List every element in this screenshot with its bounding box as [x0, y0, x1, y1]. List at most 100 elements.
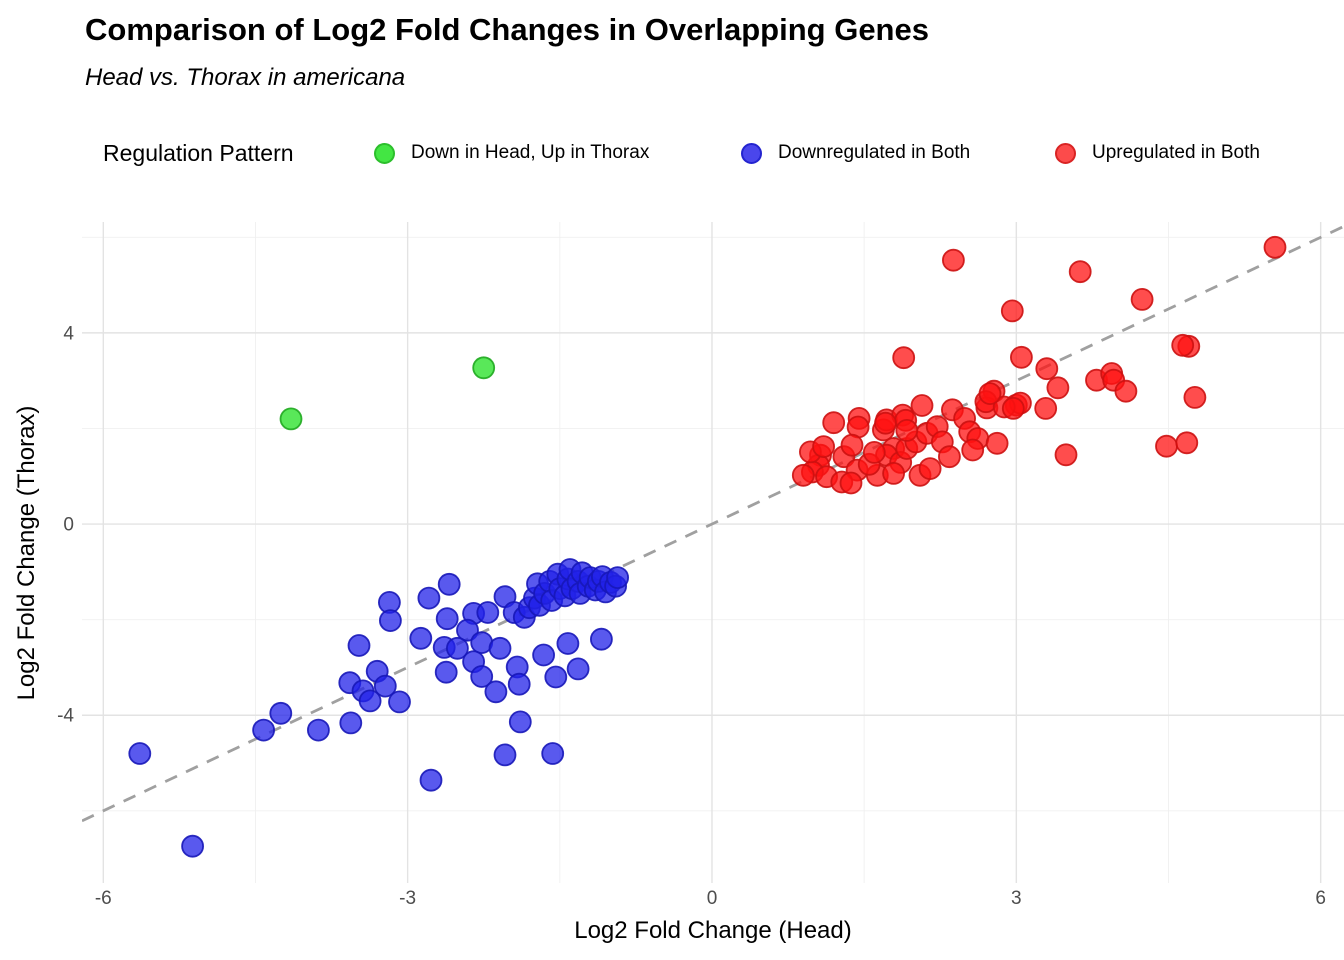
x-tick-label: -3 — [399, 888, 416, 909]
page-title: Comparison of Log2 Fold Changes in Overl… — [85, 12, 929, 47]
data-point — [1034, 396, 1058, 420]
page-subtitle: Head vs. Thorax in americana — [85, 64, 406, 91]
data-point — [892, 346, 916, 370]
legend-item-label: Downregulated in Both — [778, 142, 971, 163]
blue-dot-icon — [741, 142, 762, 164]
data-point — [839, 471, 863, 495]
data-point — [1183, 385, 1207, 409]
data-point — [556, 632, 580, 655]
series-upregulated-in-both — [791, 235, 1287, 495]
series-down-in-head-up-in-thorax — [279, 356, 496, 431]
data-point — [1175, 431, 1199, 455]
data-point — [532, 643, 555, 667]
x-tick-label: 3 — [1011, 888, 1022, 909]
x-tick-label: 0 — [707, 888, 718, 909]
legend-item-down-head-up-thorax: Down in Head, Up in Thorax — [374, 139, 649, 167]
y-axis-tick-labels: -4 0 4 — [57, 323, 74, 726]
data-point — [388, 690, 411, 714]
data-point — [1155, 434, 1178, 458]
data-point — [874, 411, 897, 435]
legend: Regulation Pattern Down in Head, Up in T… — [0, 139, 1344, 167]
x-tick-label: 6 — [1315, 888, 1326, 909]
data-point — [484, 680, 508, 704]
series-downregulated-in-both — [128, 558, 629, 858]
data-point — [419, 768, 443, 792]
data-point — [378, 609, 402, 632]
data-point — [252, 718, 276, 742]
data-point — [269, 701, 293, 725]
data-point — [339, 711, 363, 735]
legend-item-upregulated-both: Upregulated in Both — [1055, 139, 1260, 167]
data-point — [437, 572, 461, 596]
y-tick-label: 4 — [63, 323, 74, 344]
legend-item-label: Down in Head, Up in Thorax — [411, 142, 650, 163]
data-point — [942, 248, 965, 272]
data-point — [812, 435, 835, 459]
legend-item-label: Upregulated in Both — [1092, 142, 1260, 163]
data-point — [862, 440, 886, 464]
data-point — [566, 657, 590, 681]
data-point — [434, 660, 458, 684]
x-axis-tick-labels: -6 -3 0 3 6 — [95, 888, 1326, 909]
data-point — [910, 394, 934, 417]
data-point — [456, 618, 479, 642]
data-point — [791, 463, 815, 487]
data-points-layer — [128, 235, 1287, 858]
data-point — [985, 431, 1009, 455]
data-point — [938, 445, 961, 469]
data-point — [347, 634, 371, 657]
data-point — [1000, 299, 1024, 323]
data-point — [822, 411, 846, 435]
data-point — [840, 433, 864, 457]
grid-minor-lines — [82, 222, 1344, 883]
grid-major-lines — [82, 222, 1344, 883]
data-point — [435, 607, 459, 631]
data-point — [961, 438, 985, 462]
data-point — [1114, 379, 1138, 403]
data-point — [279, 407, 303, 431]
identity-dashed-line — [82, 225, 1344, 823]
data-point — [1068, 260, 1092, 284]
data-point — [1035, 357, 1059, 381]
data-point — [1130, 287, 1154, 311]
data-point — [1010, 345, 1033, 369]
data-point — [409, 626, 433, 650]
data-point — [417, 586, 441, 610]
data-point — [541, 742, 565, 765]
y-tick-label: 0 — [63, 515, 74, 536]
legend-item-downregulated-both: Downregulated in Both — [741, 139, 970, 167]
y-tick-label: -4 — [57, 706, 74, 727]
data-point — [1046, 376, 1070, 400]
data-point — [1171, 333, 1195, 357]
data-point — [493, 743, 517, 767]
x-tick-label: -6 — [95, 888, 112, 909]
data-point — [358, 689, 382, 713]
data-point — [895, 418, 919, 442]
red-dot-icon — [1055, 142, 1076, 164]
data-point — [544, 665, 568, 689]
data-point — [1054, 443, 1078, 467]
data-point — [472, 356, 496, 380]
data-point — [978, 382, 1002, 406]
y-axis-title: Log2 Fold Change (Thorax) — [13, 406, 40, 701]
data-point — [181, 834, 205, 858]
data-point — [306, 718, 330, 742]
data-point — [882, 461, 905, 485]
data-point — [918, 457, 942, 481]
legend-title: Regulation Pattern — [103, 140, 294, 166]
data-point — [373, 674, 397, 698]
data-point — [1001, 396, 1025, 420]
data-point — [476, 601, 500, 624]
data-point — [488, 636, 512, 660]
data-point — [470, 665, 494, 688]
data-point — [507, 672, 531, 696]
data-point — [128, 742, 152, 765]
green-dot-icon — [374, 142, 395, 164]
data-point — [606, 566, 629, 589]
data-point — [445, 636, 469, 660]
data-point — [590, 627, 613, 651]
x-axis-title: Log2 Fold Change (Head) — [574, 917, 852, 944]
data-point — [1263, 235, 1287, 259]
data-point — [508, 710, 532, 734]
